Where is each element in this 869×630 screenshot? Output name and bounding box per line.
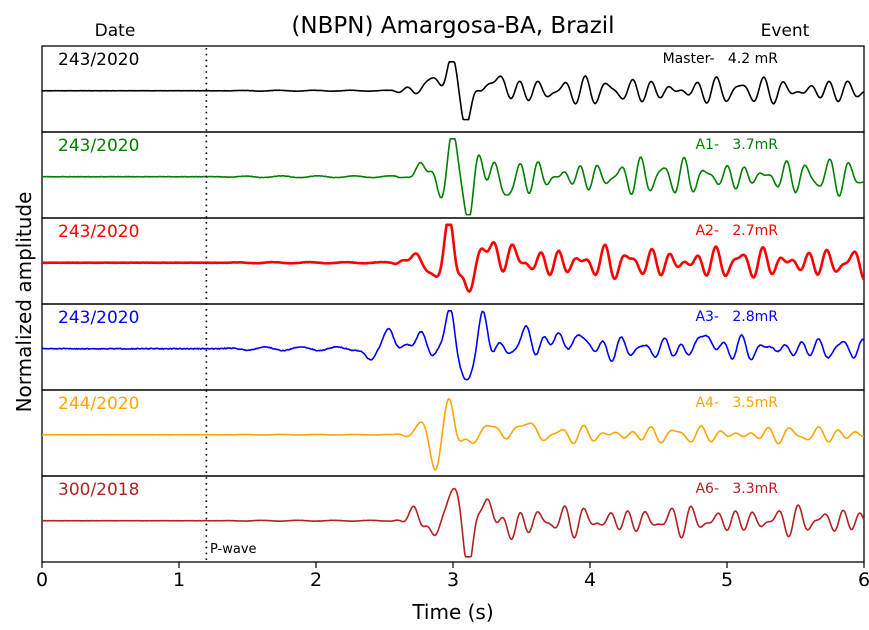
waveform-trace	[41, 309, 865, 381]
y-axis-label: Normalized amplitude	[12, 192, 36, 413]
x-tick-label: 2	[310, 569, 322, 591]
waveform-trace	[41, 223, 866, 293]
trace-panel: 243/2020 A1- 3.7mR	[41, 131, 865, 219]
x-tick-label: 3	[447, 569, 459, 591]
waveform-trace	[41, 61, 865, 121]
trace-event-label: A4- 3.5mR	[695, 395, 778, 411]
trace-panel: 243/2020 A3- 2.8mR	[41, 303, 865, 391]
trace-date-label: 243/2020	[58, 222, 139, 242]
x-tick-label: 6	[858, 569, 869, 591]
date-column-header: Date	[95, 21, 136, 41]
x-tick-label: 0	[36, 569, 48, 591]
trace-date-label: 244/2020	[58, 394, 139, 414]
waveform-trace	[41, 398, 865, 471]
trace-event-label: A3- 2.8mR	[695, 309, 778, 325]
p-wave-label: P-wave	[210, 542, 257, 557]
trace-event-label: Master- 4.2 mR	[663, 51, 779, 67]
trace-event-label: A2- 2.7mR	[695, 223, 778, 239]
event-column-header: Event	[761, 21, 810, 41]
x-tick-label: 5	[721, 569, 733, 591]
waveform-trace	[41, 487, 865, 558]
trace-date-label: 243/2020	[58, 308, 139, 328]
trace-event-label: A6- 3.3mR	[695, 481, 778, 497]
trace-date-label: 243/2020	[58, 136, 139, 156]
trace-panel: 244/2020 A4- 3.5mR	[41, 389, 865, 477]
x-tick-label: 4	[584, 569, 596, 591]
x-tick-label: 1	[173, 569, 185, 591]
chart-title: (NBPN) Amargosa-BA, Brazil	[291, 13, 614, 39]
trace-panel: 300/2018 A6- 3.3mR	[41, 475, 865, 563]
trace-event-label: A1- 3.7mR	[695, 137, 778, 153]
trace-date-label: 300/2018	[58, 480, 139, 500]
waveform-trace	[41, 137, 865, 216]
trace-date-label: 243/2020	[58, 50, 139, 70]
x-axis-label: Time (s)	[411, 600, 493, 624]
trace-panel: 243/2020 Master- 4.2 mR	[41, 45, 865, 133]
trace-panel: 243/2020 A2- 2.7mR	[41, 217, 866, 305]
x-axis: 0 1 2 3 4 5 6	[36, 562, 869, 591]
